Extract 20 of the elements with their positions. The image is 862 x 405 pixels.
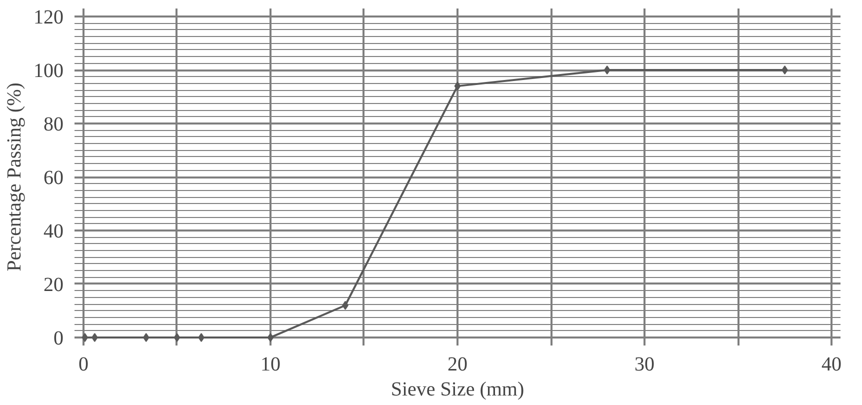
point — [142, 332, 150, 342]
x-tick-label: 0 — [78, 354, 88, 376]
x-tick-label: 20 — [448, 354, 468, 376]
y-tick-label: 120 — [34, 6, 64, 29]
y-tick-label: 20 — [44, 274, 64, 296]
point — [454, 82, 461, 91]
y-tick-label: 100 — [34, 60, 64, 82]
y-tick-label: 0 — [54, 327, 64, 350]
x-axis-title: Sieve Size (mm) — [390, 378, 524, 400]
point — [267, 332, 274, 342]
point — [174, 332, 180, 342]
x-tick-label: 10 — [260, 354, 280, 376]
y-tick-label: 80 — [44, 114, 64, 136]
point — [604, 66, 610, 75]
x-tick-label: 40 — [822, 354, 842, 376]
x-tick-label: 30 — [634, 354, 655, 376]
y-tick-label: 60 — [44, 167, 64, 189]
point — [82, 332, 88, 342]
y-tick-label: 40 — [44, 220, 64, 242]
y-axis-title: Percentage Passing (%) — [4, 82, 26, 272]
